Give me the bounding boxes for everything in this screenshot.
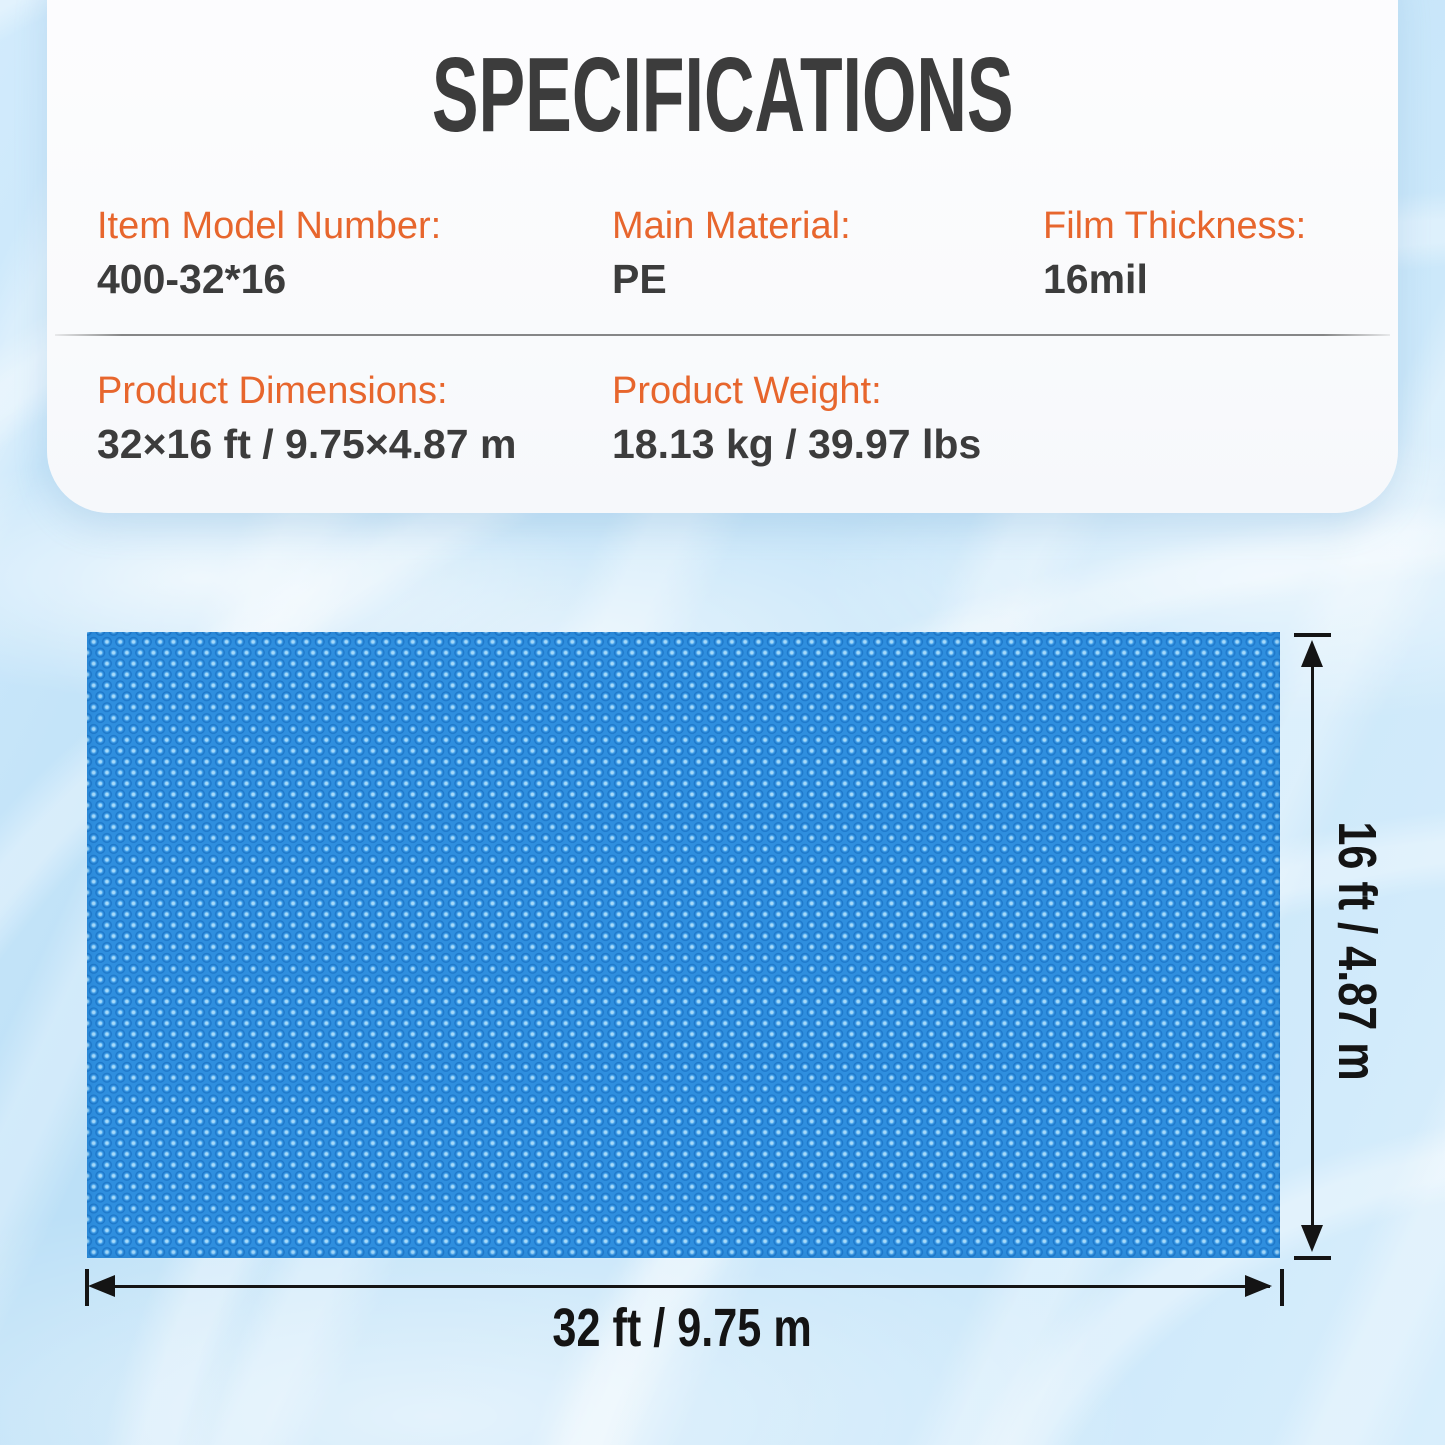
spec-item-model-number: Item Model Number: 400-32*16 [97,207,441,300]
spec-item-product-weight: Product Weight: 18.13 kg / 39.97 lbs [612,372,981,465]
pool-cover-image [87,632,1280,1258]
up-arrowhead-icon [1300,640,1323,667]
width-dimension-label: 32 ft / 9.75 m [0,1301,1364,1355]
page-title-text: SPECIFICATIONS [431,36,1014,154]
height-dimension-label-text: 16 ft / 4.87 m [1327,821,1387,1081]
width-dimension-line [100,1285,1270,1288]
spec-label-film-thickness: Film Thickness: [1043,205,1307,247]
height-dimension-bottom-tick [1294,1256,1331,1260]
page-title: SPECIFICATIONS [0,42,1445,148]
spec-item-main-material: Main Material: PE [612,207,851,300]
spec-label-product-weight: Product Weight: [612,370,882,412]
spec-value-product-dimensions: 32×16 ft / 9.75×4.87 m [97,421,517,467]
spec-label-main-material: Main Material: [612,205,851,247]
spec-label-product-dimensions: Product Dimensions: [97,370,448,412]
width-dimension-left-tick [85,1269,89,1306]
down-arrowhead-icon [1300,1225,1323,1252]
spec-value-model-number: 400-32*16 [97,256,287,302]
width-dimension-right-tick [1280,1269,1284,1306]
spec-item-product-dimensions: Product Dimensions: 32×16 ft / 9.75×4.87… [97,372,516,465]
divider-line [55,334,1390,336]
right-arrowhead-icon [1245,1275,1272,1297]
height-dimension-label: 16 ft / 4.87 m [1327,789,1387,1113]
spec-value-product-weight: 18.13 kg / 39.97 lbs [612,421,982,467]
spec-label-model-number: Item Model Number: [97,205,442,247]
spec-card [47,0,1398,513]
height-dimension-top-tick [1294,633,1331,637]
left-arrowhead-icon [88,1275,115,1297]
spec-value-main-material: PE [612,256,667,302]
height-dimension-line [1310,650,1314,1246]
spec-item-film-thickness: Film Thickness: 16mil [1043,207,1306,300]
width-dimension-label-text: 32 ft / 9.75 m [552,1298,812,1358]
spec-value-film-thickness: 16mil [1043,256,1148,302]
